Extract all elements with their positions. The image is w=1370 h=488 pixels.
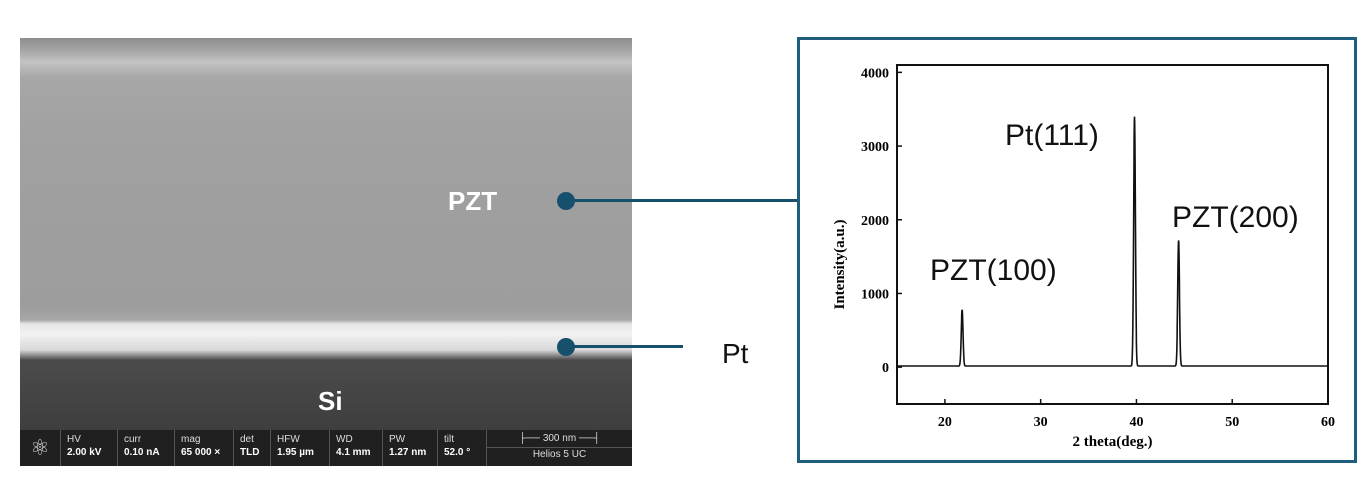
hfw-label: HFW bbox=[277, 434, 300, 445]
x-tick-label: 20 bbox=[938, 415, 952, 430]
pt-connector-line bbox=[572, 345, 683, 348]
curr-label: curr bbox=[124, 434, 142, 445]
pw-label: PW bbox=[389, 434, 406, 445]
tilt-value: 52.0 ° bbox=[444, 447, 471, 458]
mag-label: mag bbox=[181, 434, 201, 445]
peak-label: PZT(200) bbox=[1172, 201, 1299, 234]
x-axis-label: 2 theta(deg.) bbox=[1073, 434, 1153, 450]
hfw-value: 1.95 µm bbox=[277, 447, 314, 458]
xrd-chart: 20 30 40 50 60 0 1000 2000 3000 4000 2 theta(deg.)… bbox=[832, 64, 1335, 450]
det-label: det bbox=[240, 434, 254, 445]
y-tick-label: 2000 bbox=[861, 214, 889, 229]
wd-value: 4.1 mm bbox=[336, 447, 371, 458]
curr-value: 0.10 nA bbox=[124, 447, 160, 458]
det-value: TLD bbox=[240, 447, 260, 458]
peak-label: PZT(100) bbox=[930, 254, 1057, 287]
sem-cross-section bbox=[20, 38, 632, 430]
scale-bar: ├── 300 nm ──┤ bbox=[487, 432, 632, 448]
hv-value: 2.00 kV bbox=[67, 447, 102, 458]
pt-layer-label: Pt bbox=[722, 338, 749, 369]
xrd-frame bbox=[797, 37, 1357, 463]
sem-info-bar: ⚛ HV 2.00 kV curr 0.10 nA mag 65 000 × det T… bbox=[20, 430, 632, 466]
pzt-connector-line bbox=[572, 199, 797, 202]
xrd-pattern-line bbox=[897, 116, 1328, 367]
pzt-layer-label: PZT bbox=[448, 186, 498, 216]
pt-marker-dot bbox=[557, 338, 575, 356]
mag-value: 65 000 × bbox=[181, 447, 221, 458]
instrument-name: Helios 5 UC bbox=[532, 449, 587, 460]
sem-image-panel: PZT Si ⚛ HV 2.00 kV curr 0.10 nA mag 65 000… bbox=[20, 38, 632, 466]
y-axis-label: Intensity(a.u.) bbox=[832, 219, 848, 309]
x-tick-label: 40 bbox=[1129, 415, 1143, 430]
y-tick-label: 4000 bbox=[861, 66, 889, 81]
pzt-marker-dot bbox=[557, 192, 575, 210]
y-tick-label: 3000 bbox=[861, 140, 889, 155]
plot-frame bbox=[896, 64, 1329, 405]
x-tick-label: 30 bbox=[1034, 415, 1048, 430]
pw-value: 1.27 nm bbox=[389, 447, 427, 458]
hv-label: HV bbox=[67, 434, 81, 445]
y-tick-label: 1000 bbox=[861, 287, 889, 302]
si-layer-label: Si bbox=[318, 386, 343, 416]
peak-label: Pt(111) bbox=[1005, 119, 1099, 152]
scale-bar-label: 300 nm bbox=[542, 433, 577, 444]
x-tick-label: 60 bbox=[1321, 415, 1335, 430]
x-tick-label: 50 bbox=[1225, 415, 1239, 430]
tilt-label: tilt bbox=[444, 434, 454, 445]
atom-icon: ⚛ bbox=[30, 435, 50, 460]
wd-label: WD bbox=[336, 434, 353, 445]
y-tick-label: 0 bbox=[882, 361, 889, 376]
